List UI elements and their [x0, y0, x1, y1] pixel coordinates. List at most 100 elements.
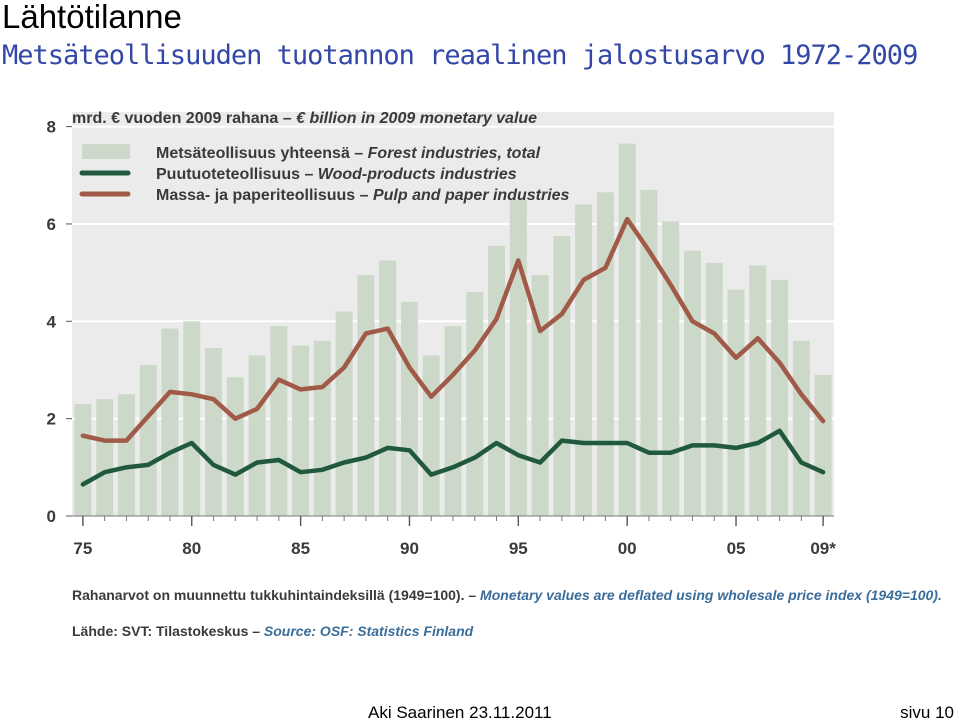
chart-note-fi: Rahanarvot on muunnettu tukkuhintaindeks… [72, 587, 480, 603]
pulp-point-1982 [233, 417, 237, 421]
pulp-point-1987 [342, 366, 346, 370]
pulp-point-1995 [516, 258, 520, 262]
wood-point-2002 [669, 451, 673, 455]
y-tick-label: 4 [47, 312, 57, 331]
bar-1981 [205, 348, 223, 516]
pulp-point-2007 [778, 361, 782, 365]
y-tick-label: 2 [47, 410, 56, 429]
pulp-point-1998 [582, 278, 586, 282]
bar-1997 [553, 236, 571, 516]
pulp-point-2008 [799, 392, 803, 396]
chart-source-fi: Lähde: SVT: Tilastokeskus – [72, 623, 264, 639]
slide-title: Lähtötilanne [2, 0, 182, 35]
pulp-point-1981 [212, 397, 216, 401]
legend-label-pulp: Massa- ja paperiteollisuus – Pulp and pa… [156, 187, 570, 204]
bar-1987 [335, 311, 353, 516]
wood-point-1991 [429, 473, 433, 477]
y-tick-label: 6 [47, 215, 56, 234]
bar-2008 [792, 340, 810, 516]
wood-point-1997 [560, 439, 564, 443]
wood-point-1982 [233, 473, 237, 477]
wood-point-2003 [690, 443, 694, 447]
bar-2003 [683, 250, 701, 516]
pulp-point-1991 [429, 395, 433, 399]
bar-1990 [400, 301, 418, 516]
bar-2001 [640, 189, 658, 516]
wood-point-2009 [821, 470, 825, 474]
legend-swatch-total [82, 144, 130, 159]
wood-point-1985 [299, 470, 303, 474]
bar-2005 [727, 289, 745, 516]
wood-point-2000 [625, 441, 629, 445]
bar-1982 [226, 377, 244, 516]
pulp-point-1983 [255, 407, 259, 411]
wood-point-1981 [212, 463, 216, 467]
pulp-point-1977 [124, 439, 128, 443]
x-tick-label: 09* [810, 539, 836, 558]
wood-point-1975 [81, 482, 85, 486]
y-tick-label: 0 [47, 507, 56, 526]
x-tick-label: 00 [618, 539, 637, 558]
wood-point-2005 [734, 446, 738, 450]
bar-1980 [183, 321, 201, 516]
bar-1993 [466, 292, 484, 516]
pulp-point-2000 [625, 217, 629, 221]
wood-point-1983 [255, 460, 259, 464]
wood-point-1996 [538, 460, 542, 464]
wood-point-2004 [712, 443, 716, 447]
bar-1989 [379, 260, 397, 516]
wood-point-1976 [103, 470, 107, 474]
legend: Metsäteollisuus yhteensä – Forest indust… [79, 144, 570, 204]
bar-2004 [705, 262, 723, 516]
wood-point-1984 [277, 458, 281, 462]
pulp-point-1999 [603, 266, 607, 270]
x-tick-label: 90 [400, 539, 419, 558]
pulp-point-1979 [168, 390, 172, 394]
wood-point-1986 [320, 468, 324, 472]
wood-point-1992 [451, 465, 455, 469]
unit-label-fi: mrd. € vuoden 2009 rahana – [72, 110, 296, 127]
pulp-point-1989 [386, 327, 390, 331]
legend-wood-fi: Puutuoteteollisuus – [156, 166, 318, 183]
bar-1991 [422, 355, 440, 516]
wood-point-1995 [516, 453, 520, 457]
wood-point-1977 [124, 465, 128, 469]
chart-source-en: Source: OSF: Statistics Finland [264, 623, 474, 639]
legend-label-wood: Puutuoteteollisuus – Wood-products indus… [156, 166, 517, 183]
bar-1984 [270, 326, 288, 516]
pulp-point-1988 [364, 331, 368, 335]
pulp-point-1990 [407, 366, 411, 370]
x-tick-label: 05 [727, 539, 746, 558]
chart-note: Rahanarvot on muunnettu tukkuhintaindeks… [72, 587, 942, 603]
wood-point-2001 [647, 451, 651, 455]
wood-point-1999 [603, 441, 607, 445]
bar-1995 [509, 199, 527, 517]
unit-label-en: € billion in 2009 monetary value [296, 110, 537, 127]
wood-point-1979 [168, 451, 172, 455]
legend-pulp-en: Pulp and paper industries [373, 187, 570, 204]
pulp-point-2002 [669, 283, 673, 287]
pulp-point-1984 [277, 378, 281, 382]
x-tick-label: 80 [182, 539, 201, 558]
bar-1992 [444, 326, 462, 516]
bar-1976 [96, 399, 114, 516]
pulp-point-1994 [495, 317, 499, 321]
bar-2006 [749, 265, 767, 516]
pulp-point-1986 [320, 385, 324, 389]
bar-1985 [292, 345, 310, 516]
pulp-point-1976 [103, 439, 107, 443]
bar-1977 [117, 394, 135, 516]
y-tick-label: 8 [47, 118, 56, 137]
pulp-point-1978 [146, 414, 150, 418]
footer-author-date: Aki Saarinen 23.11.2011 [368, 703, 552, 722]
pulp-point-2006 [756, 336, 760, 340]
bar-1979 [161, 328, 179, 516]
series-lines [80, 216, 826, 487]
bar-2009 [814, 374, 832, 516]
x-tick-label: 95 [509, 539, 528, 558]
wood-point-1989 [386, 446, 390, 450]
pulp-point-1992 [451, 373, 455, 377]
wood-point-2006 [756, 441, 760, 445]
legend-total-en: Forest industries, total [368, 145, 541, 162]
